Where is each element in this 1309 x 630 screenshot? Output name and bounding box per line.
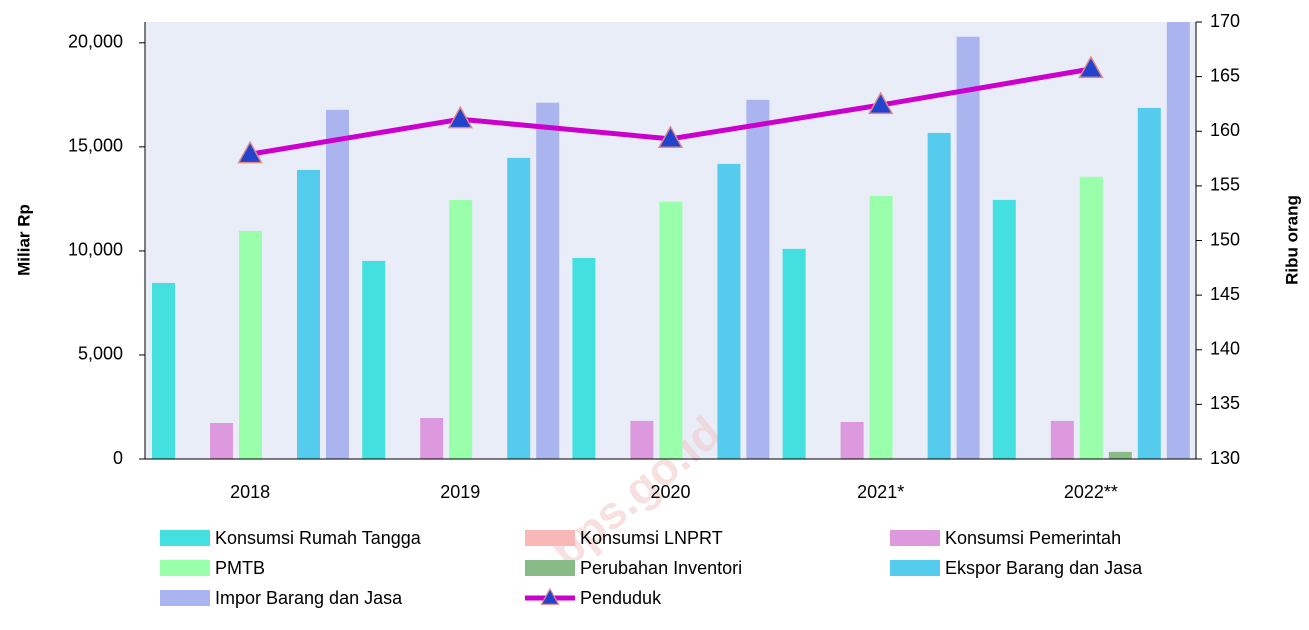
bar bbox=[1166, 22, 1190, 459]
bar bbox=[239, 230, 262, 459]
bars bbox=[152, 22, 1190, 459]
marker bbox=[657, 125, 684, 149]
marker bbox=[868, 91, 894, 115]
legend-swatch bbox=[890, 560, 940, 576]
bar bbox=[152, 282, 175, 459]
legend-label: Penduduk bbox=[580, 588, 662, 608]
bar bbox=[536, 102, 560, 459]
legend-swatch bbox=[160, 590, 210, 606]
bar bbox=[1108, 451, 1132, 459]
legend-swatch bbox=[890, 530, 940, 546]
bar bbox=[362, 260, 386, 459]
x-tick-label: 2020 bbox=[650, 482, 690, 502]
y2-tick-label: 140 bbox=[1210, 339, 1240, 359]
y2-tick-label: 150 bbox=[1210, 229, 1240, 249]
y-tick-label: 15,000 bbox=[68, 136, 123, 156]
marker bbox=[1078, 55, 1104, 79]
y2-tick-label: 155 bbox=[1210, 175, 1240, 195]
legend-label: Konsumsi LNPRT bbox=[580, 528, 723, 548]
bar bbox=[869, 195, 893, 459]
bar bbox=[1079, 176, 1103, 459]
y2-tick-label: 160 bbox=[1210, 120, 1240, 140]
bar bbox=[507, 157, 531, 459]
bar bbox=[449, 199, 473, 459]
legend-marker bbox=[540, 587, 560, 605]
y2-tick-label: 165 bbox=[1210, 65, 1240, 85]
legend-label: PMTB bbox=[215, 558, 265, 578]
y2-tick-label: 130 bbox=[1210, 448, 1240, 468]
legend-swatch bbox=[525, 530, 575, 546]
bar bbox=[630, 420, 654, 459]
legend-label: Konsumsi Pemerintah bbox=[945, 528, 1121, 548]
bar bbox=[840, 421, 864, 459]
x-tick-label: 2021* bbox=[857, 482, 904, 502]
bar bbox=[927, 132, 951, 459]
y2-axis-title: Ribu orang bbox=[1282, 195, 1301, 285]
y-tick-label: 10,000 bbox=[68, 240, 123, 260]
legend-label: Ekspor Barang dan Jasa bbox=[945, 558, 1143, 578]
y2-tick-label: 170 bbox=[1210, 11, 1240, 31]
y2-tick-label: 135 bbox=[1210, 393, 1240, 413]
legend-label: Perubahan Inventori bbox=[580, 558, 742, 578]
bar bbox=[326, 109, 349, 459]
x-tick-label: 2018 bbox=[230, 482, 270, 502]
marker bbox=[447, 105, 473, 129]
legend-swatch bbox=[160, 560, 210, 576]
x-tick-label: 2022** bbox=[1064, 482, 1118, 502]
bar bbox=[956, 36, 980, 459]
bar bbox=[572, 257, 596, 459]
bar bbox=[297, 169, 320, 459]
marker bbox=[237, 140, 263, 164]
bar bbox=[420, 418, 444, 459]
legend-label: Impor Barang dan Jasa bbox=[215, 588, 403, 608]
y-axis-title: Miliar Rp bbox=[14, 204, 33, 276]
bar bbox=[717, 163, 741, 459]
bar bbox=[992, 199, 1016, 459]
x-tick-label: 2019 bbox=[440, 482, 480, 502]
bar bbox=[782, 248, 806, 459]
legend-label: Konsumsi Rumah Tangga bbox=[215, 528, 422, 548]
bar bbox=[1137, 107, 1161, 459]
legend-swatch bbox=[525, 560, 575, 576]
y-tick-label: 5,000 bbox=[78, 344, 123, 364]
legend-swatch bbox=[160, 530, 210, 546]
y-tick-label: 20,000 bbox=[68, 32, 123, 52]
bar bbox=[1050, 420, 1074, 459]
bar bbox=[746, 99, 770, 459]
y-tick-label: 0 bbox=[113, 448, 123, 468]
bar bbox=[210, 422, 233, 459]
y2-tick-label: 145 bbox=[1210, 284, 1240, 304]
bar bbox=[659, 201, 683, 459]
